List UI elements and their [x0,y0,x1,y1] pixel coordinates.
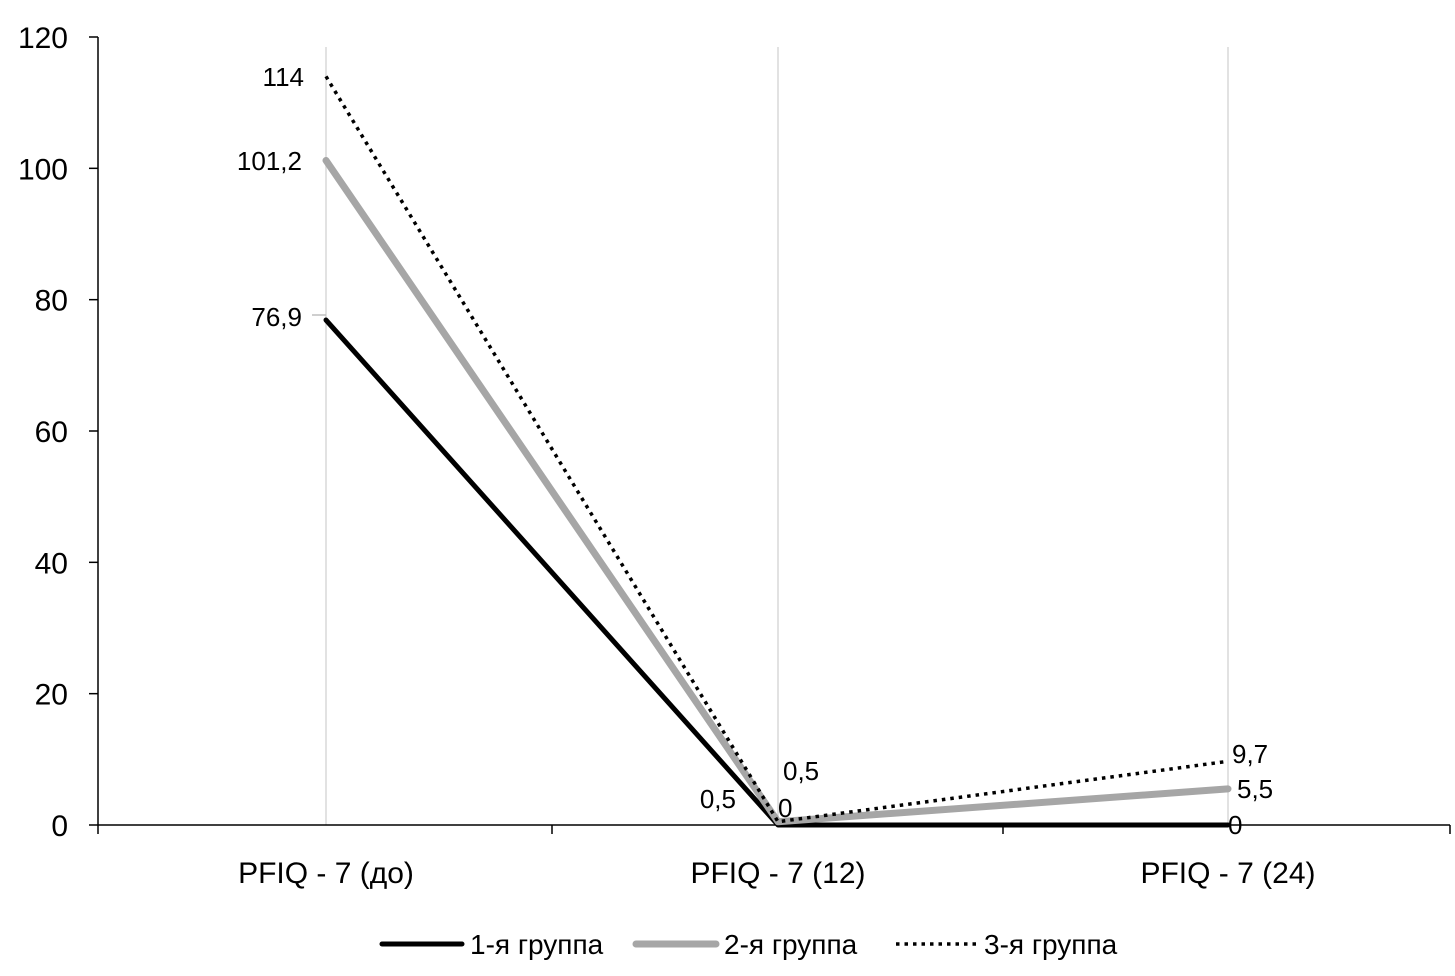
data-label: 114 [263,62,304,92]
legend-label: 3-я группа [984,929,1118,960]
data-label: 0,5 [700,784,736,814]
series-line-1 [323,317,1231,828]
category-guide-lines [325,47,1229,825]
legend: 1-я группа 2-я группа 3-я группа [379,929,1118,960]
data-label: 5,5 [1237,774,1273,804]
y-tick-label: 20 [35,679,68,712]
y-tick-label: 40 [35,547,68,580]
series-line-2 [322,156,1232,826]
x-category-label: PFIQ - 7 (24) [1140,857,1315,890]
data-label: 0 [778,793,792,823]
y-tick-label: 120 [18,22,68,55]
data-label: 101,2 [237,146,302,176]
data-labels: 76,9 0,5 0 101,2 0 5,5 114 0,5 9,7 [237,62,1273,840]
y-tick-label: 60 [35,416,68,449]
data-label: 9,7 [1232,739,1268,769]
y-tick-label: 0 [51,810,68,843]
x-category-label: PFIQ - 7 (12) [690,857,865,890]
y-tick-label: 80 [35,285,68,318]
y-tick-label: 100 [18,153,68,186]
data-label: 0,5 [783,756,819,786]
x-category-label: PFIQ - 7 (до) [238,857,414,890]
series-line-3 [324,75,1229,824]
data-label: 0 [1228,810,1242,840]
legend-label: 1-я группа [470,929,604,960]
series-lines [322,75,1232,828]
y-axis: 0 20 40 60 80 100 120 [18,22,99,843]
x-axis: PFIQ - 7 (до) PFIQ - 7 (12) PFIQ - 7 (24) [97,824,1451,890]
legend-label: 2-я группа [724,929,858,960]
data-label: 76,9 [251,302,302,332]
